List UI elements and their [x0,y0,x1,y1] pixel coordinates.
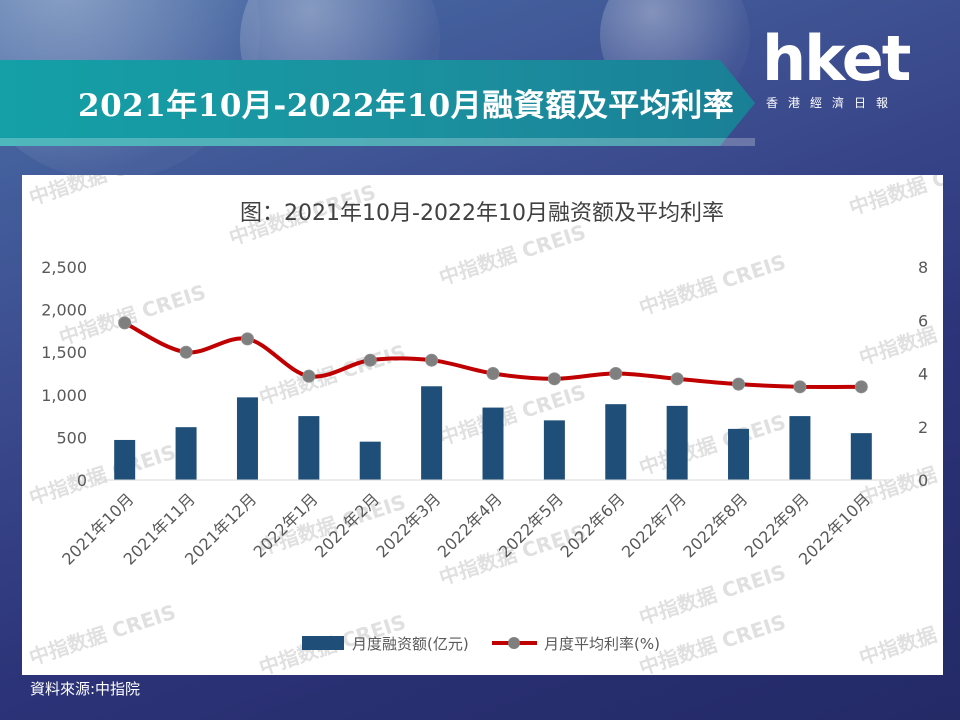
chart-card: 中指数据 CREIS 中指数据 CREIS 中指数据 CREIS 中指数据 CREIS… [22,175,943,675]
legend-label-line: 月度平均利率(%) [544,635,660,653]
watermark-text: 中指数据 CREIS [856,600,943,670]
chart-title: 图：2021年10月-2022年10月融资额及平均利率 [240,201,724,226]
rate-marker [179,345,193,359]
bar [298,416,320,480]
watermark-text: 中指数据 CREIS [846,175,943,220]
title-banner [0,60,755,146]
bar [482,407,504,480]
watermark-text: 中指数据 CREIS [26,440,179,510]
hket-logo: hket 香港經濟日報 [762,22,922,118]
right-axis-tick-label: 4 [918,365,928,384]
right-axis-tick-label: 2 [918,418,928,437]
rate-marker [118,316,132,330]
bar [605,404,627,480]
right-axis-tick-label: 6 [918,311,928,330]
source-note: 資料來源:中指院 [30,680,141,698]
legend-label-bar: 月度融资额(亿元) [352,635,469,653]
legend-swatch-marker [508,637,520,649]
watermark-text: 中指数据 CREIS [26,600,179,670]
rate-marker [486,367,500,380]
rate-marker [670,372,684,386]
watermark-text: 中指数据 CREIS [856,300,943,370]
watermark-text: 中指数据 CREIS [636,410,789,480]
bar [543,420,565,480]
bar [850,433,872,480]
left-axis-tick-label: 1,000 [41,386,87,405]
bar [359,441,381,480]
watermark-text: 中指数据 CREIS [436,380,589,450]
left-axis-tick-label: 2,500 [41,258,87,277]
rate-marker [609,367,623,380]
banner-edge [0,138,755,146]
bar [175,427,197,480]
x-axis-tick-label: 2022年7月 [618,489,690,561]
x-axis-tick-label: 2022年8月 [679,489,751,561]
logo-subtitle: 香港經濟日報 [766,96,899,110]
logo-brand: hket [762,22,911,95]
rate-marker [240,332,254,346]
left-axis-tick-label: 2,000 [41,301,87,320]
bar [728,428,750,480]
left-axis-tick-label: 500 [56,428,87,447]
rate-marker [854,380,868,394]
bar [421,386,443,480]
left-axis-tick-label: 0 [77,471,87,490]
left-axis-tick-label: 1,500 [41,343,87,362]
legend-swatch-bar [302,636,344,650]
bar [114,439,136,480]
rate-marker [302,369,316,383]
watermark-text: 中指数据 CREIS [436,220,589,290]
right-axis-tick-label: 8 [918,258,928,277]
rate-marker [732,377,746,391]
watermark-text: 中指数据 CREIS [636,250,789,320]
page-title: 2021年10月-2022年10月融資額及平均利率 [78,88,735,124]
rate-marker [547,372,561,386]
bar [789,416,811,480]
rate-marker [425,353,439,367]
rate-marker [793,380,807,394]
chart: 中指数据 CREIS 中指数据 CREIS 中指数据 CREIS 中指数据 CREIS… [26,175,943,675]
rate-marker [363,353,377,367]
bar [236,397,258,480]
bar [666,405,688,480]
watermark-text: 中指数据 CREIS [26,175,179,210]
right-axis-tick-label: 0 [918,471,928,490]
